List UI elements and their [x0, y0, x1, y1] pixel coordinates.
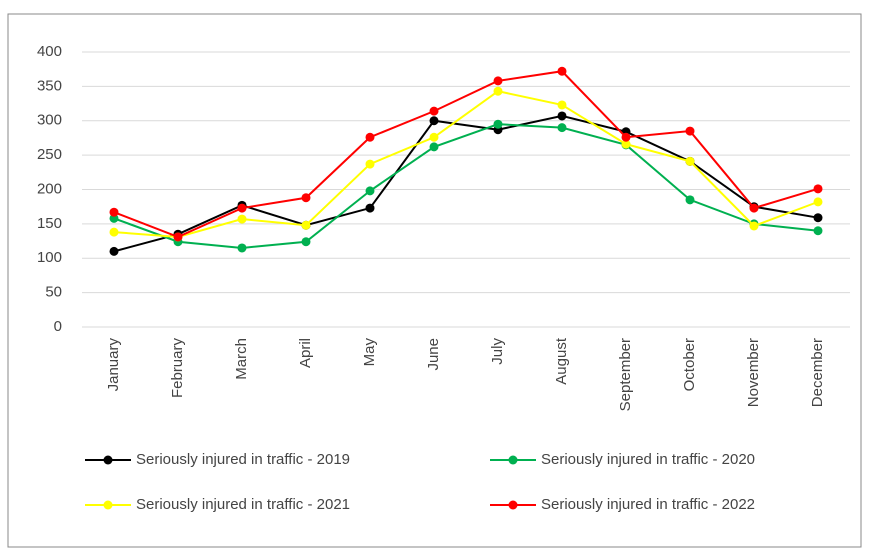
legend-marker — [508, 455, 518, 465]
point — [685, 126, 695, 136]
legend-label: Seriously injured in traffic - 2019 — [136, 451, 350, 468]
point — [749, 221, 759, 231]
point — [429, 106, 439, 116]
point — [685, 156, 695, 166]
point — [173, 232, 183, 242]
x-tick-label: July — [489, 338, 506, 365]
point — [621, 132, 631, 142]
point — [621, 139, 631, 149]
point — [237, 214, 247, 224]
x-tick-label: August — [553, 337, 570, 385]
point — [493, 86, 503, 96]
y-tick-label: 300 — [37, 112, 62, 129]
x-tick-label: October — [681, 338, 698, 391]
point — [813, 226, 823, 236]
point — [365, 186, 375, 196]
y-tick-label: 200 — [37, 180, 62, 197]
y-tick-label: 150 — [37, 215, 62, 232]
legend-label: Seriously injured in traffic - 2020 — [541, 451, 755, 468]
series-line — [113, 70, 819, 239]
x-tick-label: April — [297, 338, 314, 368]
point — [109, 213, 119, 223]
x-tick-label: January — [105, 338, 122, 392]
x-tick-label: September — [617, 338, 634, 411]
point — [813, 184, 823, 194]
y-tick-label: 0 — [54, 318, 62, 335]
point — [557, 111, 567, 121]
point — [493, 76, 503, 86]
point — [301, 193, 311, 203]
point — [109, 246, 119, 256]
legend-marker — [508, 500, 518, 510]
y-tick-label: 50 — [45, 284, 62, 301]
x-tick-label: March — [233, 338, 250, 380]
point — [557, 66, 567, 76]
x-tick-label: June — [425, 338, 442, 371]
y-tick-label: 100 — [37, 249, 62, 266]
point — [109, 227, 119, 237]
point — [685, 195, 695, 205]
point — [237, 203, 247, 213]
point — [429, 142, 439, 152]
legend-marker — [103, 500, 113, 510]
point — [237, 243, 247, 253]
x-tick-label: November — [745, 338, 762, 407]
legend-label: Seriously injured in traffic - 2022 — [541, 496, 755, 513]
point — [557, 100, 567, 110]
point — [109, 207, 119, 217]
point — [365, 203, 375, 213]
point — [365, 132, 375, 142]
point — [301, 237, 311, 247]
point — [429, 132, 439, 142]
point — [365, 159, 375, 169]
x-tick-label: May — [361, 338, 378, 367]
series-line — [113, 114, 819, 253]
y-tick-label: 400 — [37, 43, 62, 60]
chart-border — [7, 13, 862, 548]
x-tick-label: December — [809, 338, 826, 407]
y-tick-label: 250 — [37, 146, 62, 163]
point — [493, 119, 503, 129]
point — [813, 197, 823, 207]
x-tick-label: February — [169, 338, 186, 399]
point — [557, 123, 567, 133]
point — [301, 220, 311, 230]
point — [813, 213, 823, 223]
point — [749, 203, 759, 213]
y-tick-label: 350 — [37, 77, 62, 94]
point — [429, 116, 439, 126]
legend-marker — [103, 455, 113, 465]
series-line — [113, 123, 819, 249]
series-line — [113, 90, 819, 238]
legend-label: Seriously injured in traffic - 2021 — [136, 496, 350, 513]
